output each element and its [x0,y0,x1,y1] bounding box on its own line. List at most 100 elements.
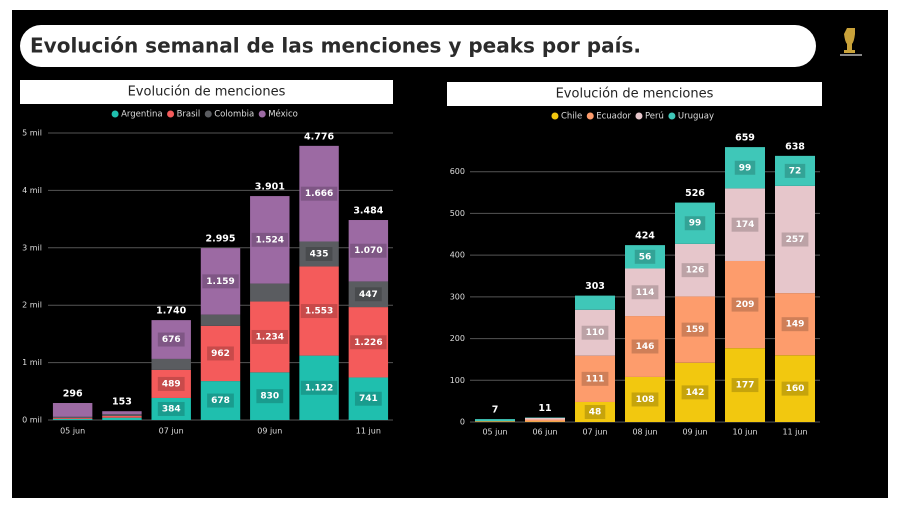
y-tick-label: 1 mil [22,358,42,367]
data-label: 1.666 [305,189,333,199]
total-label: 303 [585,281,605,292]
label-box [354,391,382,406]
data-label: 257 [786,235,805,245]
legend-marker [635,112,643,120]
chart-title: Evolución de menciones [128,85,286,100]
label-box [300,380,338,395]
total-label: 3.901 [255,182,285,193]
data-label: 435 [310,249,329,259]
data-label: 830 [260,392,279,402]
x-tick-label: 05 jun [60,427,85,436]
data-label: 110 [586,328,605,338]
bar-segment [52,417,93,419]
bar-segment [675,296,715,363]
y-tick-label: 2 mil [22,301,42,310]
label-box [157,401,185,416]
legend-label: Argentina [121,110,162,120]
bar-segment [675,243,715,297]
bar-segment [52,418,93,420]
x-tick-label: 09 jun [257,427,282,436]
legend-marker [204,110,212,118]
bar-segment [725,188,765,261]
bar-segment [675,362,715,422]
chart-header [20,80,393,104]
bar-segment [625,245,665,269]
bar-segment [250,283,290,302]
data-label: 1.234 [256,332,284,342]
data-label: 48 [589,407,602,417]
bar-segment [625,316,665,377]
bar-segment [151,369,191,398]
label-box [350,243,387,258]
bar-segment [200,248,241,315]
bar-segment [200,325,241,382]
data-label: 99 [739,163,752,173]
label-box [681,263,709,278]
label-box [681,322,709,337]
label-box [731,297,759,312]
data-label: 114 [636,288,655,298]
bar-segment [348,220,389,282]
data-label: 384 [162,404,181,414]
total-label: 296 [63,389,83,400]
bar-segment [52,416,93,418]
bar-segment [151,358,191,370]
data-label: 160 [786,384,805,394]
x-tick-label: 06 jun [532,428,557,437]
title-pill [20,25,816,67]
legend-marker [551,112,559,120]
x-tick-label: 11 jun [356,427,381,436]
total-label: 7 [492,405,499,416]
data-label: 962 [211,349,230,359]
bar-segment [151,397,191,420]
bar-segment [299,355,339,420]
total-label: 638 [785,141,805,152]
total-label: 424 [635,231,655,242]
data-label: 111 [586,374,605,384]
bar-segment [525,419,565,422]
legend-label: Perú [645,112,664,122]
legend-label: Ecuador [596,112,631,122]
label-box [300,304,338,319]
data-label: 177 [736,381,755,391]
total-label: 659 [735,133,755,144]
legend-label: Chile [561,112,582,122]
bar-segment [625,376,665,422]
x-tick-label: 07 jun [582,428,607,437]
x-tick-label: 09 jun [682,428,707,437]
data-label: 1.553 [305,307,333,317]
y-tick-label: 500 [450,209,465,218]
label-box [631,285,659,300]
data-label: 676 [162,335,181,345]
x-tick-label: 11 jun [782,428,807,437]
bar-segment [102,415,142,418]
data-label: 174 [736,220,755,230]
y-tick-label: 3 mil [22,243,42,252]
bar-segment [151,320,191,359]
bar-segment [525,417,565,420]
slide-title: Evolución semanal de las menciones y pea… [30,34,641,58]
bar-segment [575,295,615,310]
bar-segment [200,381,241,420]
label-box [784,163,806,178]
bar-segment [250,301,290,373]
label-box [681,385,709,400]
label-box [157,332,185,347]
label-box [584,404,606,419]
legend-marker [111,110,119,118]
label-box [631,392,659,407]
chart-title: Evolución de menciones [556,87,714,102]
bar-segment [475,419,515,422]
label-box [157,376,185,391]
total-label: 2.995 [205,234,235,245]
total-label: 1.740 [156,306,186,317]
label-box [581,371,609,386]
data-label: 56 [639,252,652,262]
y-tick-label: 5 mil [22,129,42,138]
label-box [581,325,609,340]
bar-segment [102,417,142,420]
bar-segment [775,355,815,422]
data-label: 149 [786,320,805,330]
bar-segment [299,266,339,356]
